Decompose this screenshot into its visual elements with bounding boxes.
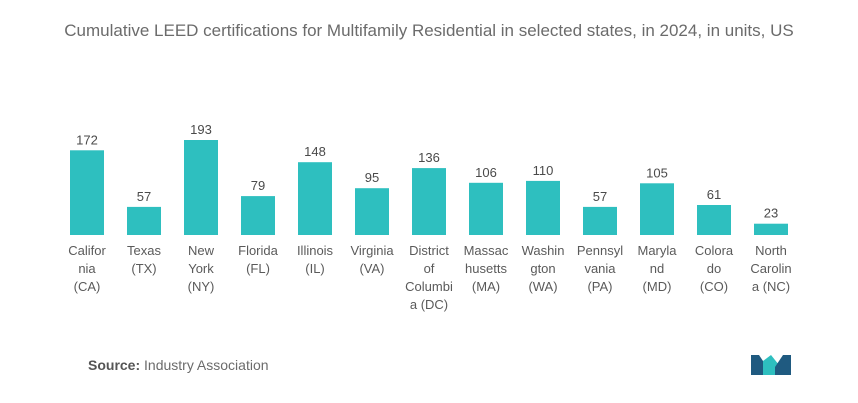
data-label-8: 110 — [533, 163, 554, 178]
bar-3 — [241, 196, 275, 235]
x-tick-label-9: Pennsyl vania (PA) — [577, 243, 623, 294]
x-tick-label-5: Virginia (VA) — [350, 243, 394, 276]
data-label-9: 57 — [593, 189, 607, 204]
data-label-11: 61 — [707, 187, 721, 202]
bar-7 — [469, 182, 503, 235]
source-text: Industry Association — [144, 357, 269, 373]
bar-6 — [412, 168, 446, 235]
x-tick-label-7: Massac husetts (MA) — [464, 243, 509, 294]
x-tick-label-3: Florida (FL) — [238, 243, 279, 276]
data-label-3: 79 — [251, 178, 265, 193]
data-label-6: 136 — [418, 150, 440, 165]
bar-4 — [298, 162, 332, 235]
data-label-7: 106 — [475, 165, 497, 180]
x-tick-label-1: Texas (TX) — [127, 243, 161, 276]
data-label-5: 95 — [365, 170, 379, 185]
bar-12 — [754, 223, 788, 235]
bar-8 — [526, 180, 560, 235]
x-tick-label-11: Colora do (CO) — [695, 243, 734, 294]
mordor-logo-icon — [751, 355, 791, 375]
bar-1 — [127, 206, 161, 235]
bar-10 — [640, 183, 674, 235]
data-label-4: 148 — [304, 144, 326, 159]
chart-title: Cumulative LEED certifications for Multi… — [64, 21, 794, 40]
bar-9 — [583, 206, 617, 235]
data-label-1: 57 — [137, 189, 151, 204]
bar-11 — [697, 205, 731, 235]
source-label: Source: — [88, 357, 141, 373]
x-tick-label-0: Califor nia (CA) — [68, 243, 106, 294]
data-label-12: 23 — [764, 206, 778, 221]
x-tick-label-10: Maryla nd (MD) — [637, 243, 677, 294]
x-tick-label-6: District of Columbi a (DC) — [405, 243, 453, 312]
source-note: Source: Industry Association — [88, 357, 269, 373]
bar-2 — [184, 140, 218, 235]
x-tick-label-2: New York (NY) — [188, 243, 215, 294]
data-label-0: 172 — [76, 132, 98, 147]
x-tick-label-4: Illinois (IL) — [297, 243, 334, 276]
bar-5 — [355, 188, 389, 235]
x-tick-label-8: Washin gton (WA) — [522, 243, 565, 294]
data-label-2: 193 — [190, 122, 212, 137]
x-tick-label-12: North Carolin a (NC) — [750, 243, 791, 294]
data-label-10: 105 — [646, 165, 668, 180]
bar-0 — [70, 150, 104, 235]
